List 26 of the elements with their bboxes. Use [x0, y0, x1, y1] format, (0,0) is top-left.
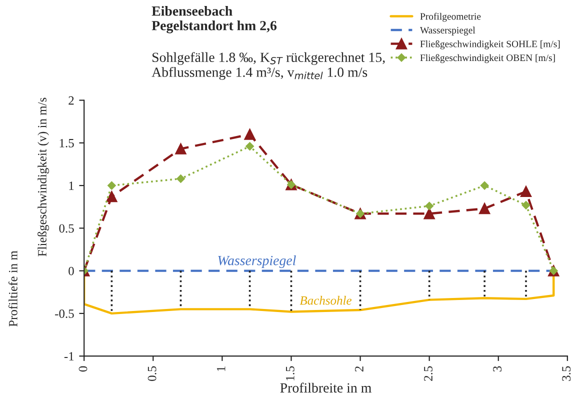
legend-label: Wasserspiegel — [420, 26, 476, 36]
x-axis-title: Profilbreite in m — [280, 382, 372, 393]
y-tick-label: 0.5 — [59, 224, 74, 233]
y-tick-label: -0.5 — [55, 309, 74, 318]
text: Profiltiefe in m — [8, 250, 18, 327]
y-tick-label: 1.5 — [60, 138, 74, 148]
x-tick-label: 0 — [78, 366, 88, 372]
y-tick-label: 0 — [68, 266, 74, 276]
x-tick-label: 3.5 — [562, 366, 571, 381]
legend-label: Fließgeschwindigkeit OBEN [m/s] — [420, 54, 555, 64]
annotation: Bachsohle — [300, 296, 352, 305]
x-tick-label: 1.5 — [286, 366, 294, 380]
x-tick-label: 1 — [216, 366, 226, 371]
y-tick-label: 1 — [69, 182, 74, 190]
y-axis-title: Fließgeschwindigkeit (v) in m/s — [38, 98, 50, 256]
x-tick-label: 3 — [493, 366, 502, 372]
x-tick-label: 2.5 — [424, 366, 433, 381]
chart-subtitle: Sohlgefälle 1.8 ‰, K$_{ST}$ rückgerechnet 15, Abflussmenge 1.4 m³/s, v$_{mittel}$ 1.0 m/s — [152, 52, 385, 80]
x-tick-label: 0.5 — [148, 366, 156, 381]
legend-label: Profilgeometrie — [420, 12, 481, 22]
y-tick-label: -1 — [64, 352, 74, 360]
y-tick-label: 2 — [68, 96, 74, 105]
annotation: Wasserspiegel — [218, 255, 296, 268]
chart-title: Eibenseebach Pegelstandort hm 2,6 — [152, 6, 277, 34]
legend-label: Fließgeschwindigkeit SOHLE [m/s] — [420, 40, 560, 50]
x-tick-label: 2 — [355, 366, 364, 372]
